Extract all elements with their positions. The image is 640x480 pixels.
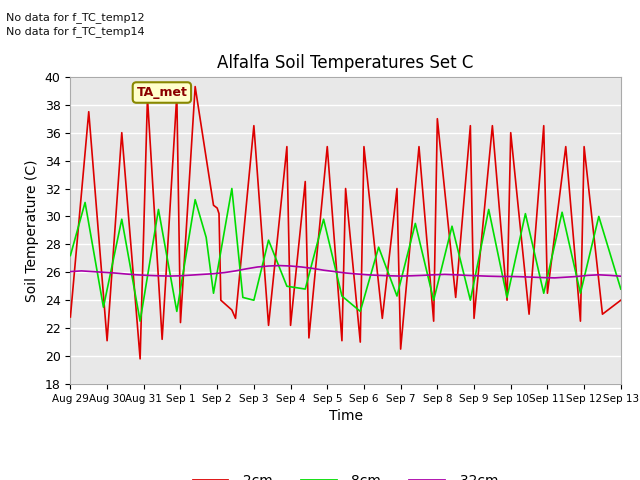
X-axis label: Time: Time xyxy=(328,409,363,423)
Title: Alfalfa Soil Temperatures Set C: Alfalfa Soil Temperatures Set C xyxy=(218,54,474,72)
Text: No data for f_TC_temp14: No data for f_TC_temp14 xyxy=(6,26,145,37)
Text: No data for f_TC_temp12: No data for f_TC_temp12 xyxy=(6,12,145,23)
Text: TA_met: TA_met xyxy=(136,86,188,99)
Legend: -2cm, -8cm, -32cm: -2cm, -8cm, -32cm xyxy=(187,468,504,480)
Y-axis label: Soil Temperature (C): Soil Temperature (C) xyxy=(25,159,39,301)
